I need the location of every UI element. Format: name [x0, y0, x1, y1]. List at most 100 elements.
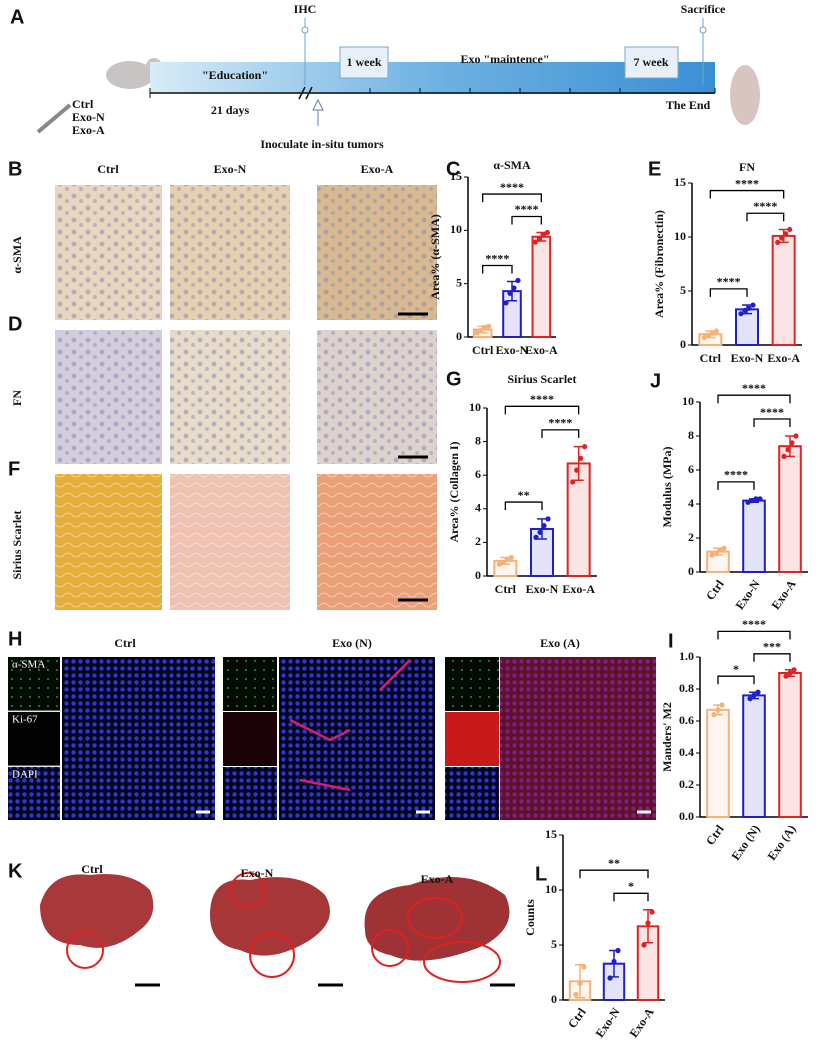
end-label: The End — [666, 98, 711, 112]
data-point — [540, 232, 546, 238]
channel-divider — [8, 710, 62, 767]
data-point — [607, 975, 613, 981]
x-tick-label: Exo-N — [733, 577, 763, 612]
significance-label: * — [628, 879, 634, 893]
data-point — [645, 920, 651, 926]
data-point — [709, 330, 715, 336]
data-point — [746, 305, 752, 311]
y-tick-label: 5 — [551, 937, 557, 951]
tumor-circle — [407, 897, 463, 939]
column-label: Ctrl — [81, 862, 103, 876]
significance-bracket — [709, 288, 748, 297]
significance-label: **** — [530, 392, 554, 406]
significance-label: ** — [608, 856, 620, 870]
bar-chart: Modulus (MPa) 0 2 4 6 8 10 Ctrl Exo-N Exo-A **** **… — [660, 381, 808, 612]
channel-image — [223, 657, 277, 711]
significance-bracket — [613, 892, 649, 902]
significance-label: **** — [515, 202, 539, 216]
bar — [742, 694, 766, 819]
syringe — [36, 103, 72, 134]
liver-photos: Ctrl Exo-N Exo-A — [40, 862, 515, 987]
liver — [210, 877, 330, 956]
data-point — [474, 330, 480, 336]
significance-bracket — [579, 869, 649, 879]
data-point — [536, 236, 542, 242]
error-bar — [785, 435, 795, 458]
column-label: Ctrl — [114, 636, 136, 650]
y-axis-label: Area% (Collagen I) — [447, 441, 461, 542]
x-tick-label: Exo-A — [767, 351, 800, 365]
data-point — [717, 547, 723, 553]
panel-letter: E — [648, 158, 661, 180]
data-point — [537, 529, 543, 535]
y-axis-label: Counts — [523, 899, 537, 936]
data-point — [544, 229, 550, 236]
data-point — [532, 239, 538, 245]
tumor-circle — [423, 941, 501, 983]
y-tick-label: 0 — [680, 337, 686, 351]
fluorescence-grid: α-SMA Ki-67 DAPI Ctrl Exo (N) Exo (A) — [8, 636, 656, 820]
data-point — [507, 290, 513, 296]
maintenance-label: Exo "maintence" — [461, 52, 550, 66]
significance-bracket — [753, 418, 791, 427]
error-bar — [507, 280, 517, 302]
y-tick-label: 0 — [475, 568, 481, 582]
panel-letter: B — [8, 158, 22, 180]
y-tick-label: 15 — [545, 827, 557, 841]
timeline-bar — [150, 62, 715, 94]
y-tick-label: 10 — [674, 229, 686, 243]
collagen-texture — [55, 474, 437, 610]
y-tick-label: 15 — [450, 169, 462, 183]
data-point — [701, 334, 707, 341]
channel-image — [8, 767, 60, 820]
ihc-grid: Ctrl Exo-N Exo-A α-SMA FN Sirius Scarlet — [10, 162, 437, 610]
data-point — [775, 239, 781, 245]
week-label: 1 week — [347, 55, 382, 69]
x-tick-label: Exo-A — [627, 1005, 657, 1040]
significance-label: **** — [742, 617, 766, 631]
data-point — [713, 328, 719, 334]
data-point — [783, 231, 789, 237]
data-point — [570, 479, 576, 485]
significance-label: **** — [485, 251, 509, 265]
week-label: 7 week — [634, 55, 669, 69]
merge-image — [279, 657, 435, 820]
significance-bracket — [504, 501, 543, 511]
sacrifice-marker — [699, 26, 707, 34]
data-point — [615, 947, 621, 954]
liver — [364, 877, 510, 961]
x-tick-label: Exo-N — [496, 343, 529, 357]
panel-letter: K — [8, 860, 23, 882]
panel-letter: L — [535, 863, 547, 885]
red-signal — [289, 659, 411, 792]
significance-bracket — [717, 630, 791, 640]
nuclei-texture — [55, 185, 437, 464]
y-tick-label: 0.2 — [679, 777, 694, 791]
column-label: Exo (A) — [540, 636, 580, 650]
panel-letter: J — [650, 370, 661, 392]
significance-bracket — [717, 481, 755, 490]
row-label: α-SMA — [10, 236, 24, 274]
data-point — [715, 707, 721, 713]
data-point — [515, 277, 521, 284]
data-point — [755, 689, 761, 695]
data-point — [757, 496, 763, 502]
data-point — [574, 467, 580, 473]
data-point — [541, 523, 547, 529]
column-label: Exo-A — [421, 872, 454, 886]
data-point — [713, 550, 719, 556]
data-point — [789, 440, 795, 446]
panel-letter: I — [668, 630, 674, 652]
chart-title: α-SMA — [493, 158, 531, 172]
inoculate-label: Inoculate in-situ tumors — [260, 137, 384, 151]
mouse-icon — [730, 65, 760, 125]
y-tick-label: 4 — [475, 501, 481, 515]
data-point — [787, 226, 793, 233]
bar-chart: FN Area% (Fibronectin) 0 5 10 15 Ctrl Exo-N Exo-… — [652, 160, 802, 365]
channel-image — [445, 712, 499, 766]
data-point — [750, 302, 756, 308]
significance-bracket — [746, 212, 785, 222]
significance-bracket — [482, 193, 542, 203]
x-tick-label: Ctrl — [495, 582, 517, 596]
